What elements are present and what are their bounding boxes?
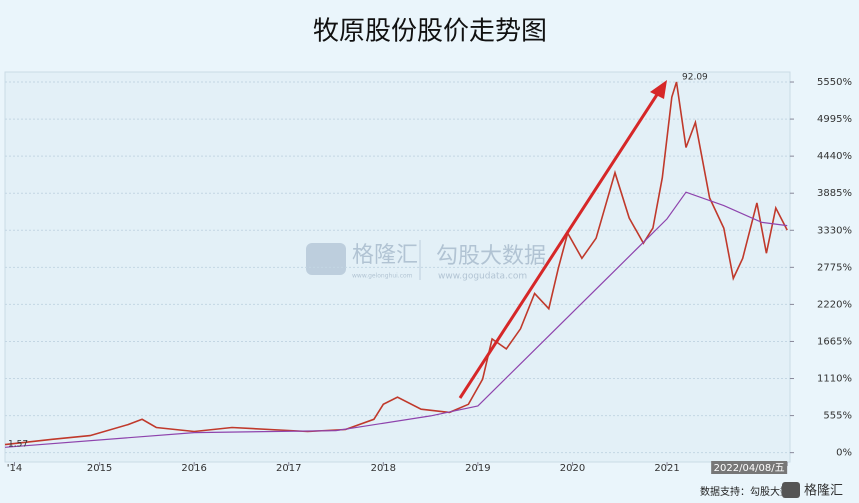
axes: 0% 555% 1110% 1665% 2220% 2775% 3330% 3885% 4440… (5, 77, 852, 474)
y-tick-label: 3330% (817, 225, 852, 236)
y-tick-label: 4995% (817, 114, 852, 125)
x-tick-label: 2019 (465, 463, 490, 474)
watermark-logo (306, 243, 346, 275)
x-tick-label: 2021 (654, 463, 679, 474)
footer-credit: 数据支持：勾股大数据 (700, 485, 800, 498)
x-tick-label: 2022/04/08/五 (714, 463, 785, 474)
y-tick-label: 555% (823, 411, 852, 422)
price-line (4, 191, 788, 448)
x-tick-label: 2018 (371, 463, 396, 474)
x-tick-label: 2017 (276, 463, 301, 474)
watermark-source-url: www.gogudata.com (438, 272, 527, 282)
y-tick-label: 2220% (817, 299, 852, 310)
y-tick-label: 3885% (817, 188, 852, 199)
high-annotation: 92.09 (682, 73, 708, 83)
price-line (4, 81, 788, 446)
x-tick-label: '14 (7, 463, 22, 474)
crosshair-label-bg (711, 461, 788, 474)
watermark-source: 勾股大数据 (436, 244, 546, 269)
y-tick-label: 0% (836, 448, 852, 459)
y-tick-label: 1665% (817, 336, 852, 347)
start-annotation: 1.57 (8, 440, 28, 450)
x-tick-label: 2015 (87, 463, 112, 474)
footer-logo-icon (782, 482, 800, 498)
y-tick-label: 5550% (817, 77, 852, 88)
watermark-brand-url: www.gelonghui.com (352, 273, 413, 280)
y-tick-label: 1110% (817, 374, 852, 385)
x-tick-label: 2016 (181, 463, 206, 474)
watermark: 格隆汇 www.gelonghui.com 勾股大数据 www.gogudata… (306, 240, 546, 282)
trend-arrow (458, 89, 662, 399)
footer-logo: 格隆汇 (804, 483, 843, 499)
trend-arrow-head (650, 80, 667, 99)
lines (4, 81, 788, 448)
x-tick-label: 2020 (560, 463, 585, 474)
y-tick-label: 4440% (817, 151, 852, 162)
y-tick-label: 2775% (817, 262, 852, 273)
chart-title: 牧原股份股价走势图 (313, 17, 547, 47)
watermark-brand: 格隆汇 (352, 243, 418, 268)
